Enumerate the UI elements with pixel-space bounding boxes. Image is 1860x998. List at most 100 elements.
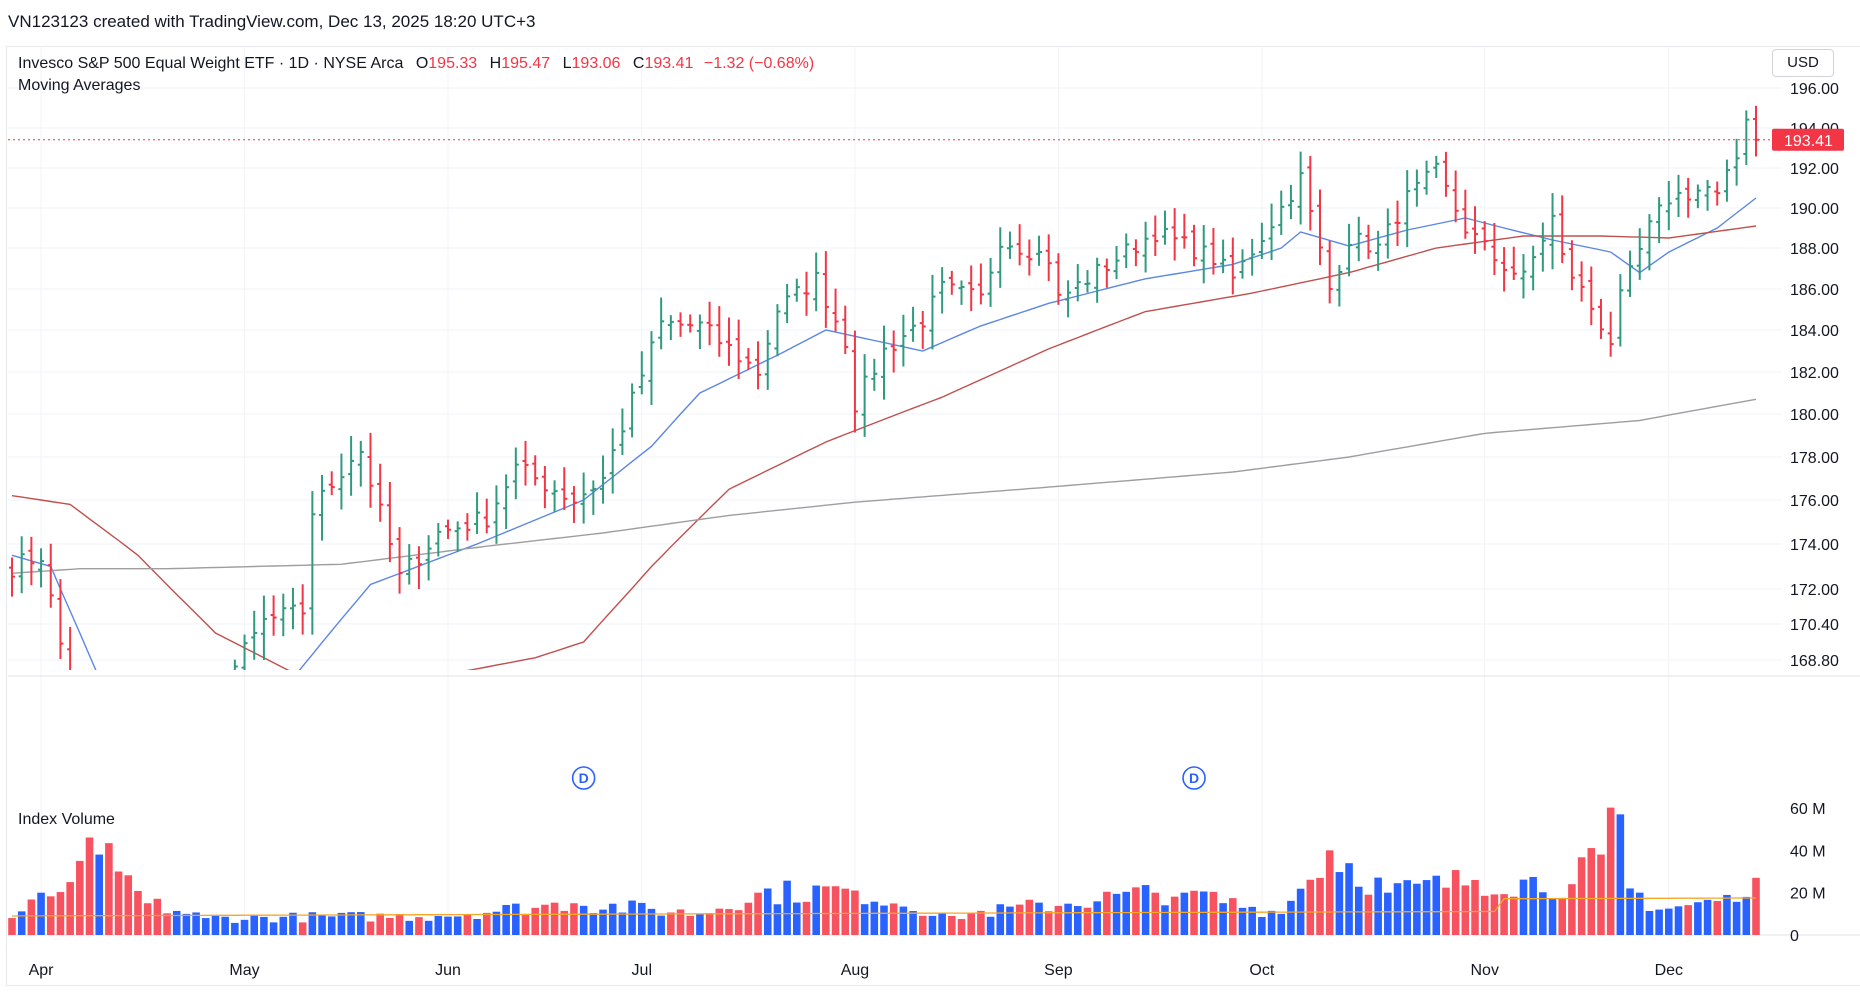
price-change: −1.32 (−0.68%) bbox=[703, 55, 815, 72]
volume-bar bbox=[676, 909, 685, 935]
dividend-marker: D bbox=[1182, 766, 1206, 790]
volume-bar bbox=[1161, 905, 1169, 935]
ohlc-bar bbox=[1307, 155, 1314, 231]
ohlc-bar bbox=[1016, 224, 1023, 266]
volume-bar bbox=[1083, 907, 1092, 935]
volume-bar bbox=[763, 888, 772, 935]
ohlc-bar bbox=[251, 610, 258, 660]
volume-bar bbox=[1316, 877, 1324, 935]
volume-bar bbox=[521, 915, 530, 935]
ohlc-bar bbox=[725, 317, 732, 366]
volume-bar bbox=[637, 902, 646, 935]
ohlc-bar bbox=[1501, 247, 1508, 292]
ohlc-bar bbox=[28, 536, 35, 586]
volume-bar bbox=[1035, 902, 1043, 935]
ohlc-bar bbox=[377, 463, 384, 522]
volume-bar bbox=[269, 922, 278, 935]
price-axis-tick-label: 172.00 bbox=[1790, 582, 1839, 599]
ohlc-bar bbox=[1142, 221, 1149, 273]
ohlc-bar bbox=[1481, 221, 1488, 251]
ohlc-bar bbox=[541, 465, 548, 509]
volume-bar bbox=[1480, 895, 1489, 935]
ohlc-bar bbox=[425, 535, 432, 581]
volume-bar bbox=[1703, 899, 1712, 935]
ohlc-bar bbox=[319, 474, 326, 541]
indicator-name[interactable]: Moving Averages bbox=[18, 77, 141, 94]
ohlc-bar bbox=[1297, 151, 1304, 225]
chart-frame[interactable] bbox=[6, 46, 1860, 986]
ohlc-bar bbox=[958, 280, 965, 305]
volume-bar bbox=[434, 915, 443, 935]
ohlc-bar bbox=[939, 267, 946, 314]
volume-bar bbox=[1635, 892, 1644, 935]
volume-bar bbox=[1112, 893, 1121, 935]
volume-bar bbox=[347, 912, 355, 935]
volume-bar bbox=[1015, 904, 1024, 935]
dividend-marker-circle bbox=[1182, 766, 1206, 790]
volume-bar bbox=[240, 919, 249, 935]
time-axis-tick-label: Oct bbox=[1249, 962, 1274, 979]
ohlc-bar bbox=[706, 301, 713, 346]
volume-bar bbox=[1558, 897, 1567, 935]
ohlc-bar bbox=[890, 330, 897, 373]
ohlc-bar bbox=[386, 481, 393, 563]
volume-bar bbox=[734, 910, 743, 935]
ohlc-bar bbox=[1229, 237, 1236, 295]
volume-bar bbox=[337, 912, 346, 935]
ohlc-bar bbox=[648, 331, 655, 406]
ohlc-bar bbox=[270, 595, 277, 636]
ohlc-bar bbox=[1452, 170, 1459, 223]
ohlc-bar bbox=[125, 725, 131, 775]
volume-bar bbox=[134, 890, 142, 935]
volume-bar bbox=[182, 913, 191, 935]
ohlc-bar bbox=[1200, 225, 1207, 284]
ohlc-bar bbox=[900, 314, 907, 367]
ohlc-bar bbox=[1278, 190, 1285, 236]
volume-bar bbox=[502, 905, 510, 935]
ohlc-bar bbox=[483, 498, 490, 534]
volume-bar bbox=[1461, 885, 1470, 935]
volume-bar bbox=[1568, 884, 1576, 935]
ohlc-bar bbox=[1433, 155, 1440, 179]
ohlc-bar bbox=[38, 548, 45, 588]
volume-bar bbox=[1219, 903, 1227, 935]
volume-bar bbox=[1713, 901, 1722, 935]
volume-bar bbox=[715, 908, 724, 935]
volume-bar bbox=[1509, 896, 1518, 935]
ohlc-bar bbox=[222, 690, 228, 717]
time-axis-tick-label: Apr bbox=[29, 962, 55, 979]
volume-bar bbox=[783, 880, 791, 935]
volume-bar bbox=[889, 903, 898, 935]
volume-bar bbox=[1306, 879, 1315, 935]
volume-bar bbox=[1626, 888, 1634, 935]
volume-axis-tick-label: 60 M bbox=[1790, 801, 1826, 818]
ohlc-bar bbox=[1530, 245, 1537, 291]
moving-average-slow-line bbox=[11, 398, 1757, 574]
volume-bar bbox=[986, 916, 995, 935]
currency-button[interactable]: USD bbox=[1772, 49, 1834, 77]
ohlc-bar bbox=[948, 270, 955, 295]
ohlc-bar bbox=[233, 659, 238, 670]
volume-bar bbox=[696, 913, 704, 935]
ohlc-bar bbox=[512, 447, 519, 500]
ohlc-bar bbox=[1258, 222, 1265, 259]
ohlc-bar bbox=[755, 341, 762, 390]
volume-bar bbox=[1490, 894, 1499, 935]
volume-bar bbox=[996, 904, 1005, 935]
symbol-description: Invesco S&P 500 Equal Weight ETF · 1D · … bbox=[18, 55, 404, 72]
dividend-marker-circle bbox=[571, 766, 596, 790]
volume-pane-title[interactable]: Index Volume bbox=[18, 811, 115, 828]
ohlc-bar bbox=[1723, 159, 1730, 202]
volume-bar bbox=[172, 910, 181, 935]
ohlc-bar bbox=[1753, 105, 1759, 157]
ohlc-bar bbox=[1113, 246, 1120, 280]
volume-bar bbox=[260, 916, 268, 935]
volume-bar bbox=[1694, 902, 1702, 935]
time-axis-tick-label: Dec bbox=[1655, 962, 1683, 979]
volume-bar bbox=[667, 912, 675, 935]
ohlc-bar bbox=[1588, 266, 1595, 326]
volume-bar bbox=[1170, 896, 1179, 935]
time-axis-tick-label: Nov bbox=[1470, 962, 1498, 979]
